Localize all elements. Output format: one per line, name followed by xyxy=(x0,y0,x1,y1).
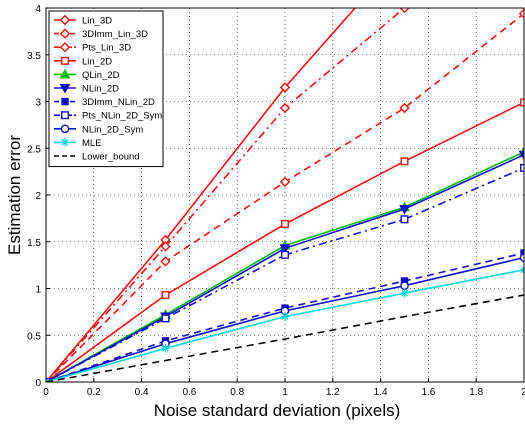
legend: Lin_3D 3DImm_Lin_3D Pts_Lin_3D Lin_2D QLin_2… xyxy=(48,10,164,168)
data-point-lin-2d xyxy=(400,157,409,166)
legend-label: NLin_2D_Sym xyxy=(82,124,143,135)
legend-label: Lin_2D xyxy=(82,56,112,67)
y-tick-label: 1.5 xyxy=(27,238,41,249)
legend-box xyxy=(48,10,164,168)
data-point-pts-lin-3d xyxy=(399,8,410,14)
data-point-lin-2d xyxy=(161,291,170,300)
series-line-3dimm-nlin-2d xyxy=(46,252,524,382)
series-3dimm-lin-3d xyxy=(46,8,524,382)
series-line-mle xyxy=(46,269,524,382)
legend-marker xyxy=(59,68,71,79)
legend-label: Pts_NLin_2D_Sym xyxy=(82,111,162,122)
x-tick-label: 1.4 xyxy=(374,387,388,398)
legend-marker xyxy=(59,42,71,53)
data-point-lin-2d xyxy=(281,219,290,228)
legend-label: Lower_bound xyxy=(82,152,140,163)
series-nlin-2d-sym xyxy=(46,253,524,382)
legend-marker xyxy=(59,28,71,39)
data-point-lin-2d xyxy=(520,98,524,107)
y-tick-label: 3.5 xyxy=(27,51,41,62)
legend-label: Pts_Lin_3D xyxy=(82,43,131,54)
x-tick-label: 0 xyxy=(43,387,49,398)
series-lower-bound xyxy=(46,294,524,382)
legend-item-lower-bound: Lower_bound xyxy=(54,152,140,163)
data-point-mle xyxy=(46,377,51,382)
legend-item-nlin-2d-sym: NLin_2D_Sym xyxy=(54,124,143,135)
y-tick-label: 3 xyxy=(35,98,41,109)
x-tick-label: 0.8 xyxy=(230,387,244,398)
data-point-nlin-2d xyxy=(518,150,524,161)
legend-item-pts-lin-3d: Pts_Lin_3D xyxy=(54,42,131,54)
series-mle xyxy=(46,265,524,382)
series-group xyxy=(46,8,524,382)
x-tick-label: 1.8 xyxy=(469,387,483,398)
legend-item-mle: MLE xyxy=(54,138,102,149)
data-point-pts-nlin-2d-sym xyxy=(400,215,409,224)
x-tick-label: 0.4 xyxy=(135,387,149,398)
data-point-pts-lin-3d xyxy=(160,241,171,252)
y-tick-label: 2.5 xyxy=(27,144,41,155)
x-tick-label: 0.2 xyxy=(87,387,101,398)
legend-item-lin-3d: Lin_3D xyxy=(54,14,112,27)
x-axis-label: Noise standard deviation (pixels) xyxy=(154,401,401,420)
legend-marker xyxy=(60,138,70,147)
data-point-pts-nlin-2d-sym xyxy=(520,163,524,172)
legend-marker xyxy=(60,124,70,134)
y-tick-label: 4 xyxy=(35,4,41,15)
y-tick-label: 0 xyxy=(35,378,41,389)
data-point-pts-nlin-2d-sym xyxy=(281,250,290,259)
x-tick-label: 2 xyxy=(521,387,525,398)
data-point-3dimm-lin-3d xyxy=(160,256,171,267)
x-tick-label: 0.6 xyxy=(182,387,196,398)
legend-item-pts-nlin-2d-sym: Pts_NLin_2D_Sym xyxy=(54,111,162,122)
legend-label: QLin_2D xyxy=(82,70,120,81)
ticks: 0 0.2 0.4 0.6 0.8 1 1.2 1.4 1.6 1.8 2 0 0.5 1 1.5 2 2.5 3… xyxy=(27,4,525,398)
legend-label: 3DImm_NLin_2D xyxy=(82,97,155,108)
legend-label: Lin_3D xyxy=(82,16,112,27)
data-point-nlin-2d xyxy=(279,244,291,254)
y-tick-label: 2 xyxy=(35,191,41,202)
legend-marker xyxy=(61,97,69,106)
data-point-nlin-2d xyxy=(399,204,410,215)
legend-marker xyxy=(61,111,70,120)
data-point-3dimm-lin-3d xyxy=(399,102,410,114)
data-point-mle xyxy=(161,344,170,353)
legend-marker xyxy=(61,56,70,65)
legend-item-3dimm-lin-3d: 3DImm_Lin_3D xyxy=(54,28,148,40)
y-tick-label: 0.5 xyxy=(27,331,41,342)
legend-label: 3DImm_Lin_3D xyxy=(82,29,148,40)
legend-label: MLE xyxy=(82,138,102,149)
legend-item-nlin-2d: NLin_2D xyxy=(54,84,119,95)
series-nlin-2d xyxy=(46,150,524,382)
x-tick-label: 1.6 xyxy=(421,387,435,398)
series-lin-3d xyxy=(46,8,357,382)
data-point-3dimm-lin-3d xyxy=(518,8,524,19)
data-point-3dimm-nlin-2d xyxy=(520,249,524,257)
data-point-mle xyxy=(400,288,409,298)
data-point-lin-3d xyxy=(279,82,291,93)
legend-label: NLin_2D xyxy=(82,84,119,95)
legend-item-lin-2d: Lin_2D xyxy=(54,56,112,67)
legend-marker xyxy=(59,83,71,94)
x-tick-label: 1 xyxy=(282,387,288,398)
data-point-nlin-2d-sym xyxy=(519,253,524,262)
data-point-pts-lin-3d xyxy=(279,102,291,114)
data-point-nlin-2d-sym xyxy=(400,281,409,290)
data-point-pts-nlin-2d-sym xyxy=(161,314,170,323)
data-point-mle xyxy=(519,265,524,274)
y-tick-label: 1 xyxy=(35,285,41,296)
legend-marker xyxy=(59,14,71,26)
x-tick-label: 1.2 xyxy=(326,387,340,398)
data-point-mle xyxy=(280,312,290,321)
legend-item-3dimm-nlin-2d: 3DImm_NLin_2D xyxy=(54,97,155,108)
legend-item-qlin-2d: QLin_2D xyxy=(54,68,120,81)
data-point-3dimm-lin-3d xyxy=(279,176,291,188)
y-axis-label: Estimation error xyxy=(5,135,24,255)
series-line-lower-bound xyxy=(46,294,524,382)
